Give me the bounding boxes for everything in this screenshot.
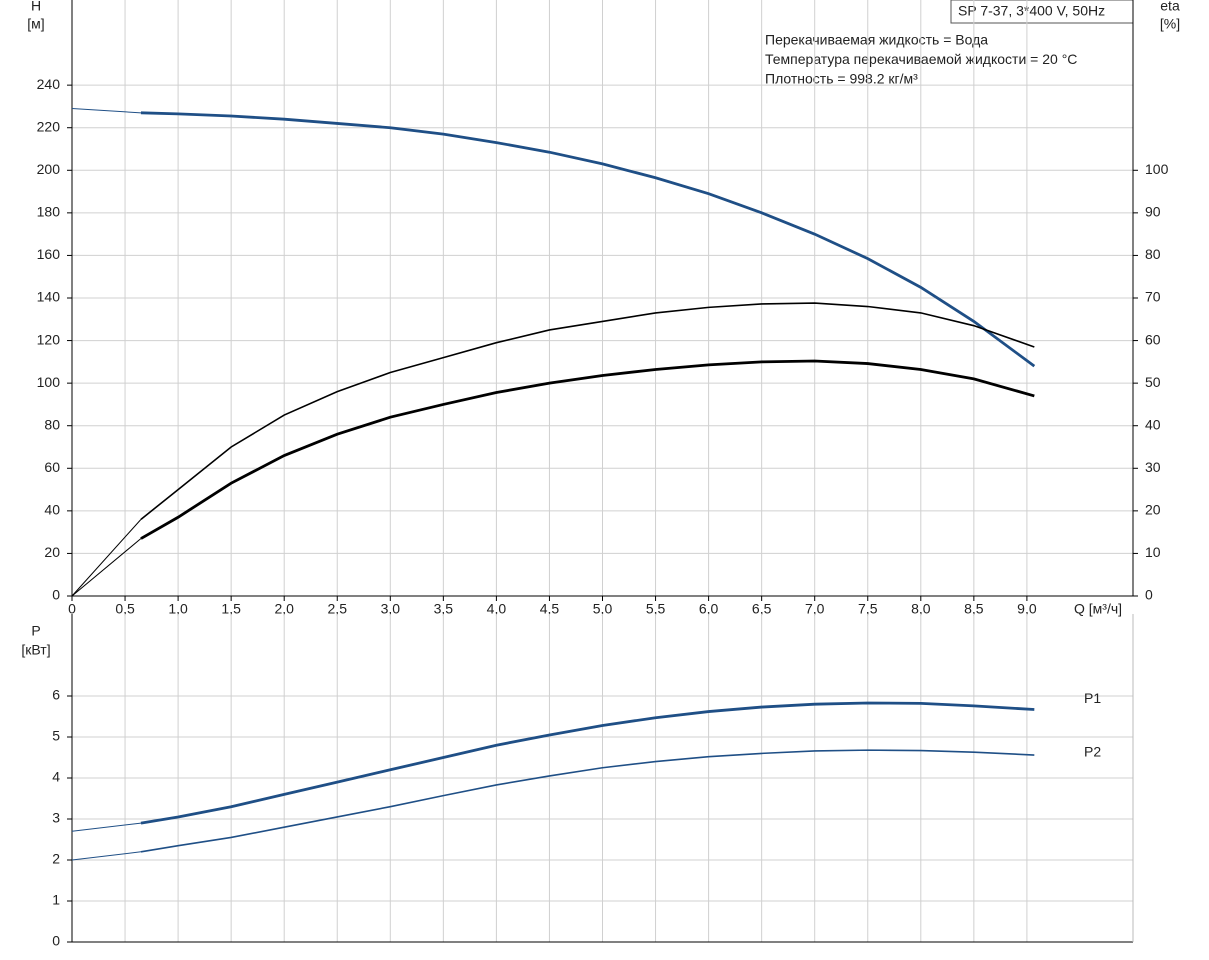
y2-tick-label: 100 bbox=[1145, 161, 1169, 177]
x-tick-label: 7,0 bbox=[805, 601, 825, 617]
y2-unit: [%] bbox=[1160, 16, 1180, 32]
x-tick-label: 1,0 bbox=[168, 601, 188, 617]
x-tick-label: 3,0 bbox=[381, 601, 401, 617]
x-tick-label: 3,5 bbox=[434, 601, 454, 617]
x-tick-label: 5,5 bbox=[646, 601, 666, 617]
y-tick-label: 3 bbox=[52, 810, 60, 826]
y-tick-label: 0 bbox=[52, 587, 60, 603]
x-tick-label: 0 bbox=[68, 601, 76, 617]
curve bbox=[140, 302, 1035, 520]
x-tick-label: 8,0 bbox=[911, 601, 931, 617]
y-tick-label: 1 bbox=[52, 892, 60, 908]
y-tick-label: 180 bbox=[37, 204, 61, 220]
y-tick-label: 0 bbox=[52, 933, 60, 949]
x-tick-label: 2,5 bbox=[328, 601, 348, 617]
y2-label: eta bbox=[1160, 0, 1180, 14]
curve bbox=[140, 701, 1035, 825]
curve bbox=[71, 538, 142, 597]
y-tick-label: 200 bbox=[37, 161, 61, 177]
x-tick-label: 6,0 bbox=[699, 601, 719, 617]
curve bbox=[140, 749, 1035, 853]
y-tick-label: 120 bbox=[37, 331, 61, 347]
y-tick-label: 60 bbox=[44, 459, 60, 475]
y2-tick-label: 0 bbox=[1145, 587, 1153, 603]
curve bbox=[71, 822, 142, 832]
x-label: Q [м³/ч] bbox=[1074, 601, 1122, 617]
y-tick-label: 6 bbox=[52, 687, 60, 703]
y2-tick-label: 70 bbox=[1145, 289, 1161, 305]
y-tick-label: 5 bbox=[52, 728, 60, 744]
annotation: Плотность = 998.2 кг/м³ bbox=[765, 71, 918, 87]
y-tick-label: 240 bbox=[37, 76, 61, 92]
x-tick-label: 2,0 bbox=[274, 601, 294, 617]
y-label: H bbox=[31, 0, 41, 14]
x-tick-label: 6,5 bbox=[752, 601, 772, 617]
x-tick-label: 5,0 bbox=[593, 601, 613, 617]
y-tick-label: 20 bbox=[44, 544, 60, 560]
curve bbox=[71, 519, 142, 597]
y-tick-label: 100 bbox=[37, 374, 61, 390]
y-unit: [м] bbox=[27, 16, 44, 32]
x-tick-label: 4,5 bbox=[540, 601, 560, 617]
y2-tick-label: 40 bbox=[1145, 416, 1161, 432]
y2-tick-label: 10 bbox=[1145, 544, 1161, 560]
y2-tick-label: 90 bbox=[1145, 204, 1161, 220]
x-tick-label: 8,5 bbox=[964, 601, 984, 617]
y-tick-label: 160 bbox=[37, 246, 61, 262]
curve bbox=[140, 359, 1035, 540]
x-tick-label: 0,5 bbox=[115, 601, 135, 617]
y-label: P bbox=[31, 623, 40, 639]
y-tick-label: 4 bbox=[52, 769, 60, 785]
y-tick-label: 40 bbox=[44, 502, 60, 518]
y2-tick-label: 20 bbox=[1145, 502, 1161, 518]
y-unit: [кВт] bbox=[21, 642, 50, 658]
curve bbox=[71, 108, 141, 114]
x-tick-label: 7,5 bbox=[858, 601, 878, 617]
series-label: P1 bbox=[1084, 690, 1101, 706]
y2-tick-label: 30 bbox=[1145, 459, 1161, 475]
y-tick-label: 80 bbox=[44, 416, 60, 432]
y-tick-label: 2 bbox=[52, 851, 60, 867]
y2-tick-label: 50 bbox=[1145, 374, 1161, 390]
x-tick-label: 9,0 bbox=[1017, 601, 1037, 617]
x-tick-label: 1,5 bbox=[221, 601, 241, 617]
y-tick-label: 220 bbox=[37, 118, 61, 134]
curve bbox=[140, 111, 1036, 368]
y2-tick-label: 80 bbox=[1145, 246, 1161, 262]
annotation: Перекачиваемая жидкость = Вода bbox=[765, 32, 988, 48]
y-tick-label: 140 bbox=[37, 289, 61, 305]
series-label: P2 bbox=[1084, 744, 1101, 760]
curve bbox=[71, 851, 142, 861]
chart-title: SP 7-37, 3*400 V, 50Hz bbox=[958, 3, 1105, 19]
y2-tick-label: 60 bbox=[1145, 331, 1161, 347]
x-tick-label: 4,0 bbox=[487, 601, 507, 617]
